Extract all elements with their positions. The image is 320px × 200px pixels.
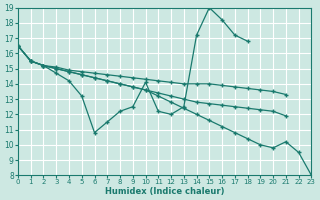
X-axis label: Humidex (Indice chaleur): Humidex (Indice chaleur) [105, 187, 224, 196]
